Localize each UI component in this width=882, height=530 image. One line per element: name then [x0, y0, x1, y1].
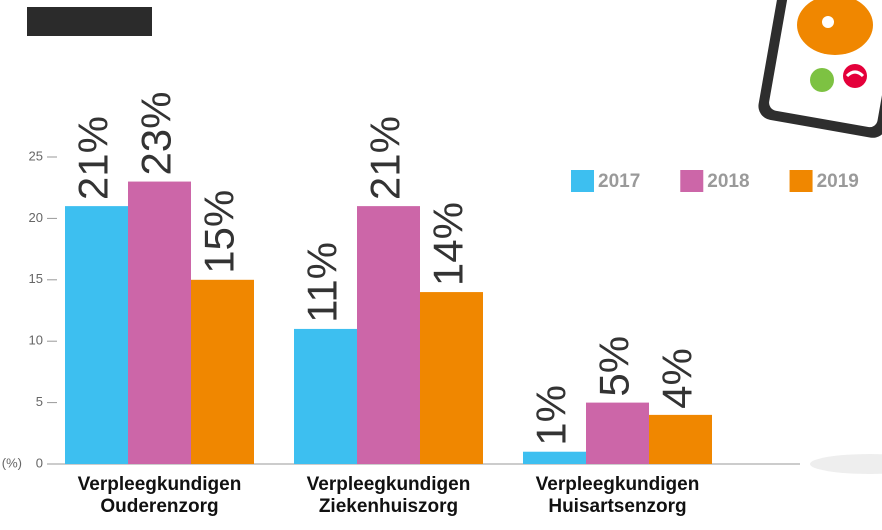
shadow: [810, 454, 882, 474]
y-tick-label: 25: [29, 148, 43, 163]
phone-illustration: [758, 0, 882, 138]
y-tick-label: 5: [36, 394, 43, 409]
x-tick-label: Verpleegkundigen Huisartsenzorg: [535, 474, 700, 517]
title-block: [27, 7, 152, 36]
value-label: 4%: [654, 348, 701, 409]
legend-label: 2017: [598, 171, 640, 192]
bar: [523, 451, 586, 464]
bar: [65, 206, 128, 464]
legend-swatch: [789, 170, 813, 192]
bar: [128, 181, 191, 464]
value-label: 21%: [70, 116, 117, 200]
y-tick-label: 10: [29, 333, 43, 348]
x-tick-label: Verpleegkundigen Ziekenhuiszorg: [306, 474, 471, 517]
value-label: 5%: [591, 336, 638, 397]
bar: [191, 279, 254, 464]
bar: [649, 414, 712, 464]
value-label: 14%: [425, 202, 472, 286]
bar: [294, 328, 357, 464]
bar: [586, 402, 649, 464]
bar: [357, 206, 420, 464]
value-label: 15%: [196, 190, 243, 274]
y-tick-label: 20: [29, 210, 43, 225]
x-tick-label: Verpleegkundigen Ouderenzorg: [77, 474, 242, 517]
value-label: 1%: [528, 385, 575, 446]
value-label: 11%: [299, 242, 346, 323]
legend-label: 2019: [817, 171, 859, 192]
y-tick-label: 15: [29, 271, 43, 286]
y-axis-label: (%): [2, 455, 22, 470]
value-label: 21%: [362, 116, 409, 200]
legend-swatch: [571, 170, 594, 192]
legend-label: 2018: [707, 171, 749, 192]
value-label: 23%: [133, 91, 180, 175]
legend-swatch: [680, 170, 704, 192]
bar: [420, 292, 483, 464]
y-tick-label: 0: [36, 455, 43, 470]
